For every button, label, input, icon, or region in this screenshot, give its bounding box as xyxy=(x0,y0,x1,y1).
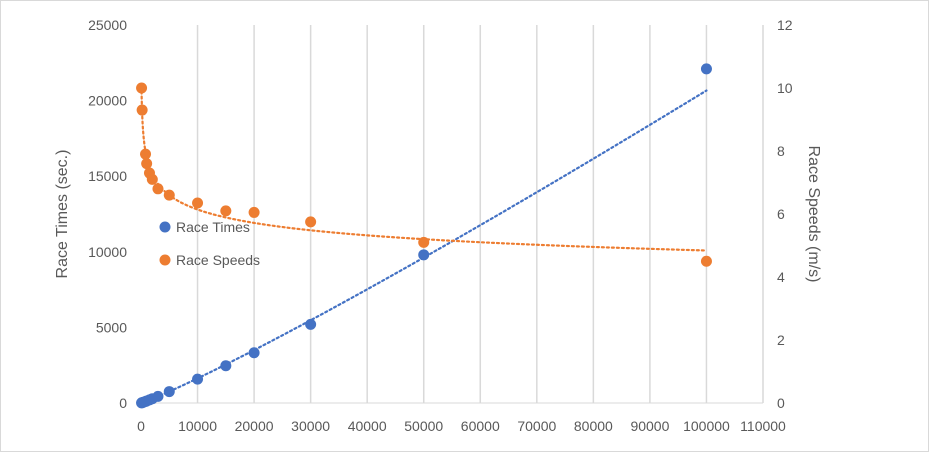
y-axis-ticks: 0 5000 10000 15000 20000 25000 xyxy=(88,17,127,411)
y2-tick-label: 0 xyxy=(777,395,785,411)
race-times-point xyxy=(192,373,204,385)
race-speeds-point xyxy=(305,216,317,228)
race-times-point xyxy=(418,249,430,261)
y2-tick-label: 4 xyxy=(777,269,785,285)
y-tick-label: 0 xyxy=(119,395,127,411)
race-times-point xyxy=(248,347,260,359)
y-tick-label: 20000 xyxy=(88,93,127,109)
y-tick-label: 15000 xyxy=(88,168,127,184)
x-axis-ticks: 0 10000 20000 30000 40000 50000 60000 70000 8000… xyxy=(137,418,786,434)
race-speeds-point xyxy=(140,148,152,160)
y-tick-label: 25000 xyxy=(88,17,127,33)
x-tick-label: 50000 xyxy=(404,418,443,434)
data-points xyxy=(136,63,712,409)
y2-axis-title: Race Speeds (m/s) xyxy=(805,146,822,283)
race-speeds-point xyxy=(152,183,164,195)
race-speeds-point xyxy=(700,255,712,267)
race-speeds-point xyxy=(141,158,153,170)
legend-marker-race-times xyxy=(159,221,171,233)
x-tick-label: 30000 xyxy=(291,418,330,434)
race-speeds-point xyxy=(192,197,204,209)
x-tick-label: 0 xyxy=(137,418,145,434)
race-speeds-point xyxy=(248,206,260,218)
race-speeds-point xyxy=(146,173,158,185)
x-tick-label: 110000 xyxy=(740,418,786,434)
x-tick-label: 40000 xyxy=(348,418,387,434)
race-times-point xyxy=(305,318,317,330)
legend-label-race-times: Race Times xyxy=(176,219,250,235)
race-times-point xyxy=(163,386,175,398)
y2-tick-label: 12 xyxy=(777,17,793,33)
race-speeds-point xyxy=(136,82,148,94)
legend-marker-race-speeds xyxy=(159,254,171,266)
x-tick-label: 90000 xyxy=(630,418,669,434)
race-speeds-point xyxy=(418,236,430,248)
y2-tick-label: 2 xyxy=(777,332,785,348)
y2-tick-label: 8 xyxy=(777,143,785,159)
x-tick-label: 10000 xyxy=(178,418,217,434)
x-tick-label: 80000 xyxy=(574,418,613,434)
race-speeds-point xyxy=(163,189,175,201)
x-tick-label: 60000 xyxy=(461,418,500,434)
y2-tick-label: 10 xyxy=(777,80,793,96)
race-speeds-point xyxy=(220,205,232,217)
x-tick-label: 20000 xyxy=(235,418,274,434)
vertical-gridlines xyxy=(141,25,764,404)
race-times-point xyxy=(220,360,232,372)
race-times-point xyxy=(700,63,712,75)
x-tick-label: 70000 xyxy=(517,418,556,434)
legend-label-race-speeds: Race Speeds xyxy=(176,252,260,268)
y-tick-label: 5000 xyxy=(96,319,127,335)
race-times-point xyxy=(152,390,164,402)
race-speeds-point xyxy=(136,104,148,116)
legend: Race Times Race Speeds xyxy=(159,219,260,268)
y2-axis-ticks: 0 2 4 6 8 10 12 xyxy=(777,17,793,411)
y-tick-label: 10000 xyxy=(88,244,127,260)
y-axis-title: Race Times (sec.) xyxy=(54,150,71,279)
y2-tick-label: 6 xyxy=(777,206,785,222)
x-tick-label: 100000 xyxy=(683,418,730,434)
